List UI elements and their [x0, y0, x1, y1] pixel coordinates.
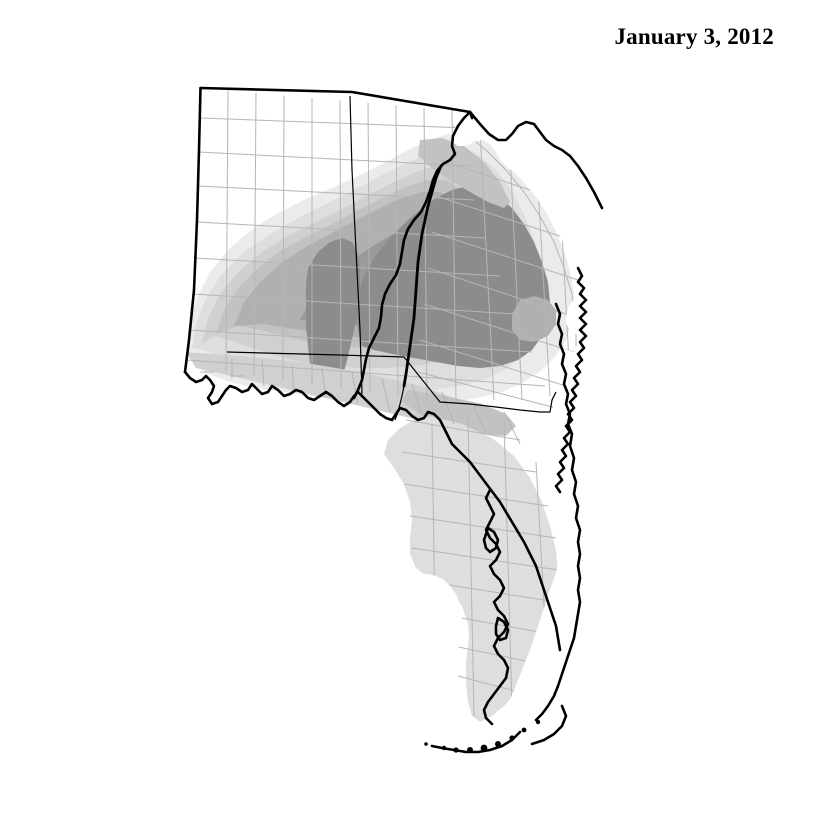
tampa-bay — [482, 526, 500, 554]
county-boundary-layer — [186, 89, 579, 717]
apalachicola-line — [349, 95, 363, 395]
page-title: January 3, 2012 — [614, 24, 774, 49]
alabama-outline — [199, 86, 472, 114]
georgia-coast — [554, 266, 588, 494]
alabama-florida-line — [226, 351, 405, 358]
contour-band-7 — [356, 186, 550, 368]
coastline-layer — [183, 266, 588, 754]
chattahoochee-line — [402, 164, 443, 388]
georgia-florida-line — [403, 356, 557, 413]
florida-east-coast — [534, 302, 582, 722]
state-line-thin-layer — [226, 95, 557, 421]
charlotte-harbor — [494, 616, 510, 642]
georgia-outline — [468, 110, 604, 210]
contour-fl-north — [402, 390, 516, 436]
alabama-georgia-line — [352, 110, 472, 400]
state-boundary-layer — [183, 86, 604, 400]
contour-core-se-alabama — [306, 238, 360, 392]
gulf-coast-alabama — [183, 370, 364, 408]
florida-panhandle-coast — [360, 394, 562, 652]
contour-wedge-north-ga — [418, 138, 510, 208]
contour-fl-south — [466, 628, 514, 718]
keys-islands — [424, 719, 541, 753]
